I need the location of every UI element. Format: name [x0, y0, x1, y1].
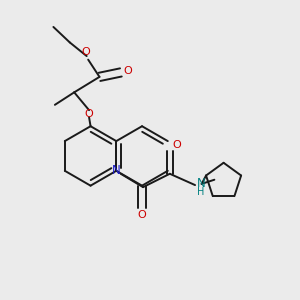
- Text: O: O: [81, 47, 90, 57]
- Text: H: H: [196, 187, 204, 196]
- Text: N: N: [112, 164, 121, 177]
- Text: O: O: [138, 210, 146, 220]
- Text: N: N: [196, 177, 205, 190]
- Text: O: O: [172, 140, 181, 150]
- Text: O: O: [85, 109, 93, 119]
- Text: O: O: [124, 66, 133, 76]
